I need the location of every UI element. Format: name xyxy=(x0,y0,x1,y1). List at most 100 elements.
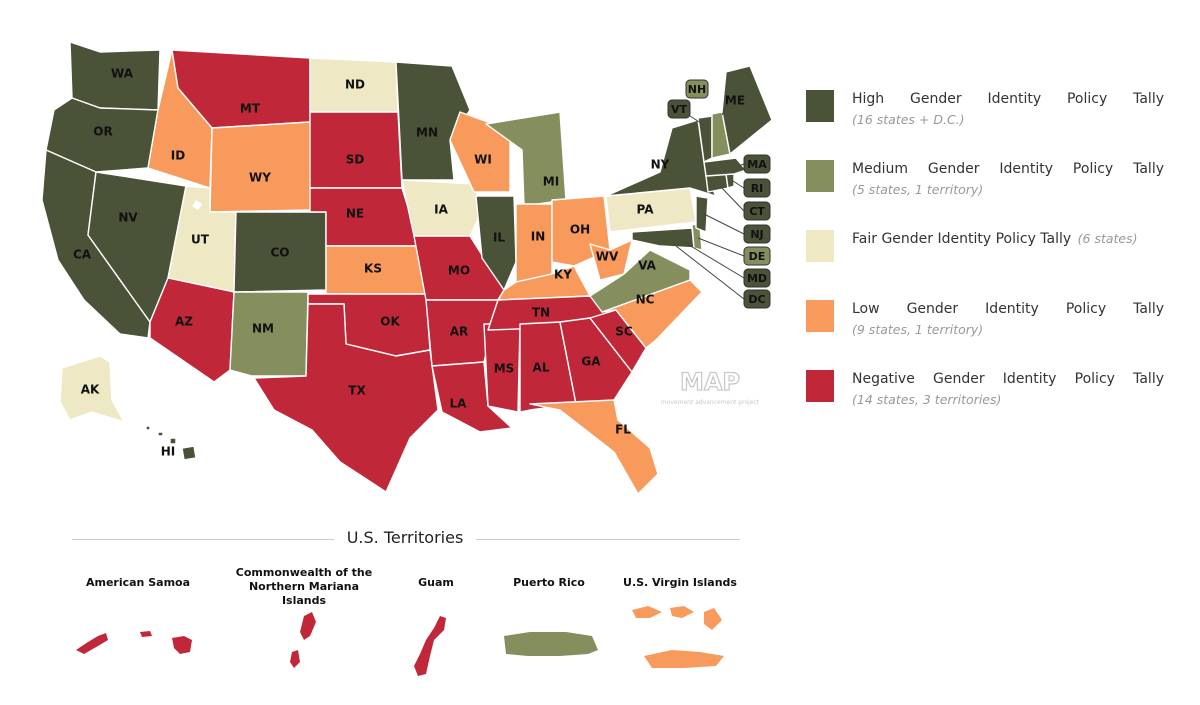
legend-title-low: Low Gender Identity Policy Tally xyxy=(852,301,1164,317)
svg-text:MD: MD xyxy=(747,272,767,285)
legend-swatch-medium xyxy=(806,160,834,192)
legend-title-medium: Medium Gender Identity Policy Tally xyxy=(852,161,1164,177)
label-MT: MT xyxy=(240,102,261,116)
callout-NJ[interactable]: NJ xyxy=(743,224,771,244)
state-NM[interactable] xyxy=(229,291,309,377)
label-MO: MO xyxy=(448,264,470,278)
label-IL: IL xyxy=(493,231,505,245)
label-WV: WV xyxy=(596,250,619,264)
label-VA: VA xyxy=(638,259,656,273)
label-SD: SD xyxy=(346,153,365,167)
state-IA[interactable] xyxy=(401,179,483,237)
legend-title-fair: Fair Gender Identity Policy Tally (6 sta… xyxy=(852,228,1164,250)
label-NM: NM xyxy=(252,322,274,336)
lake-icon xyxy=(192,200,202,210)
label-HI: HI xyxy=(161,445,176,459)
label-NC: NC xyxy=(636,293,655,307)
divider-left xyxy=(72,539,334,540)
state-ME[interactable] xyxy=(721,65,773,155)
svg-text:VT: VT xyxy=(671,103,688,116)
callout-MD[interactable]: MD xyxy=(743,268,771,288)
state-RI[interactable] xyxy=(725,173,735,189)
label-OK: OK xyxy=(380,315,400,329)
state-HI[interactable] xyxy=(145,425,197,461)
label-MN: MN xyxy=(416,126,438,140)
state-NE[interactable] xyxy=(309,187,421,247)
state-WI[interactable] xyxy=(449,111,511,193)
callout-VT[interactable]: VT xyxy=(667,99,691,119)
label-ME: ME xyxy=(725,94,745,108)
territories-heading: U.S. Territories xyxy=(346,528,464,547)
legend-item-negative: Negative Gender Identity Policy Tally (1… xyxy=(806,364,1166,434)
callout-DE[interactable]: DE xyxy=(743,246,771,266)
callout-MA[interactable]: MA xyxy=(743,154,771,174)
territory-label-american-samoa: American Samoa xyxy=(85,576,191,589)
state-TX[interactable] xyxy=(253,303,439,493)
label-IN: IN xyxy=(531,230,546,244)
state-MI[interactable] xyxy=(485,111,567,207)
state-GA[interactable] xyxy=(559,317,633,405)
state-CT[interactable] xyxy=(705,173,729,193)
territory-shape-guam[interactable] xyxy=(414,616,446,676)
callout-DC[interactable]: DC xyxy=(743,289,771,309)
label-AL: AL xyxy=(533,361,550,375)
state-MD[interactable] xyxy=(631,227,695,249)
legend-note-negative: (14 states, 3 territories) xyxy=(852,392,1002,407)
callout-RI[interactable]: RI xyxy=(743,178,771,198)
legend-swatch-high xyxy=(806,90,834,122)
label-GA: GA xyxy=(581,355,601,369)
state-SD[interactable] xyxy=(309,111,403,189)
map-logo: MAP movement advancement project xyxy=(661,367,760,406)
territory-label-usvi: U.S. Virgin Islands xyxy=(623,576,737,589)
label-CA: CA xyxy=(73,248,92,262)
label-OH: OH xyxy=(570,223,590,237)
svg-text:RI: RI xyxy=(751,182,764,195)
state-MA[interactable] xyxy=(703,157,747,177)
territory-shape-puerto-rico[interactable] xyxy=(504,632,598,656)
label-NE: NE xyxy=(346,207,364,221)
territory-shape-usvi[interactable] xyxy=(632,606,724,668)
territory-shape-american-samoa[interactable] xyxy=(76,631,192,654)
state-AZ[interactable] xyxy=(149,277,235,383)
territory-label-cnmi: Commonwealth of the Northern Mariana Isl… xyxy=(235,566,373,607)
svg-text:movement advancement project: movement advancement project xyxy=(661,399,760,406)
label-MI: MI xyxy=(543,175,559,189)
state-VA[interactable] xyxy=(589,249,691,313)
state-WV[interactable] xyxy=(589,239,633,281)
legend-swatch-fair xyxy=(806,230,834,262)
territory-label-puerto-rico: Puerto Rico xyxy=(513,576,585,589)
legend-title-fair-text: Fair Gender Identity Policy Tally xyxy=(852,231,1072,247)
label-WA: WA xyxy=(111,67,134,81)
state-AK[interactable] xyxy=(59,355,125,423)
legend-title-high: High Gender Identity Policy Tally xyxy=(852,91,1164,107)
callout-lines xyxy=(675,99,745,300)
callout-NH[interactable]: NH xyxy=(685,79,709,99)
label-NY: NY xyxy=(651,158,670,172)
divider-right xyxy=(476,539,740,540)
state-OR[interactable] xyxy=(45,97,159,173)
legend-title-negative: Negative Gender Identity Policy Tally xyxy=(852,371,1164,387)
label-AZ: AZ xyxy=(175,315,193,329)
callout-CT[interactable]: CT xyxy=(743,201,771,221)
label-ID: ID xyxy=(171,149,185,163)
label-FL: FL xyxy=(615,423,631,437)
label-AK: AK xyxy=(81,383,100,397)
label-SC: SC xyxy=(615,325,633,339)
label-NV: NV xyxy=(118,211,138,225)
label-AR: AR xyxy=(450,325,469,339)
state-LA[interactable] xyxy=(431,361,513,433)
label-KY: KY xyxy=(554,268,572,282)
territory-label-guam: Guam xyxy=(418,576,454,589)
svg-text:DC: DC xyxy=(748,293,765,306)
label-WI: WI xyxy=(474,153,492,167)
label-UT: UT xyxy=(191,233,210,247)
label-CO: CO xyxy=(270,246,289,260)
label-TX: TX xyxy=(348,384,366,398)
state-IL[interactable] xyxy=(475,195,517,291)
label-KS: KS xyxy=(364,262,382,276)
territory-shape-cnmi[interactable] xyxy=(290,612,316,668)
state-WY[interactable] xyxy=(209,121,313,213)
state-FL[interactable] xyxy=(529,399,659,495)
legend-note-medium: (5 states, 1 territory) xyxy=(852,182,984,197)
state-NJ[interactable] xyxy=(695,195,709,233)
